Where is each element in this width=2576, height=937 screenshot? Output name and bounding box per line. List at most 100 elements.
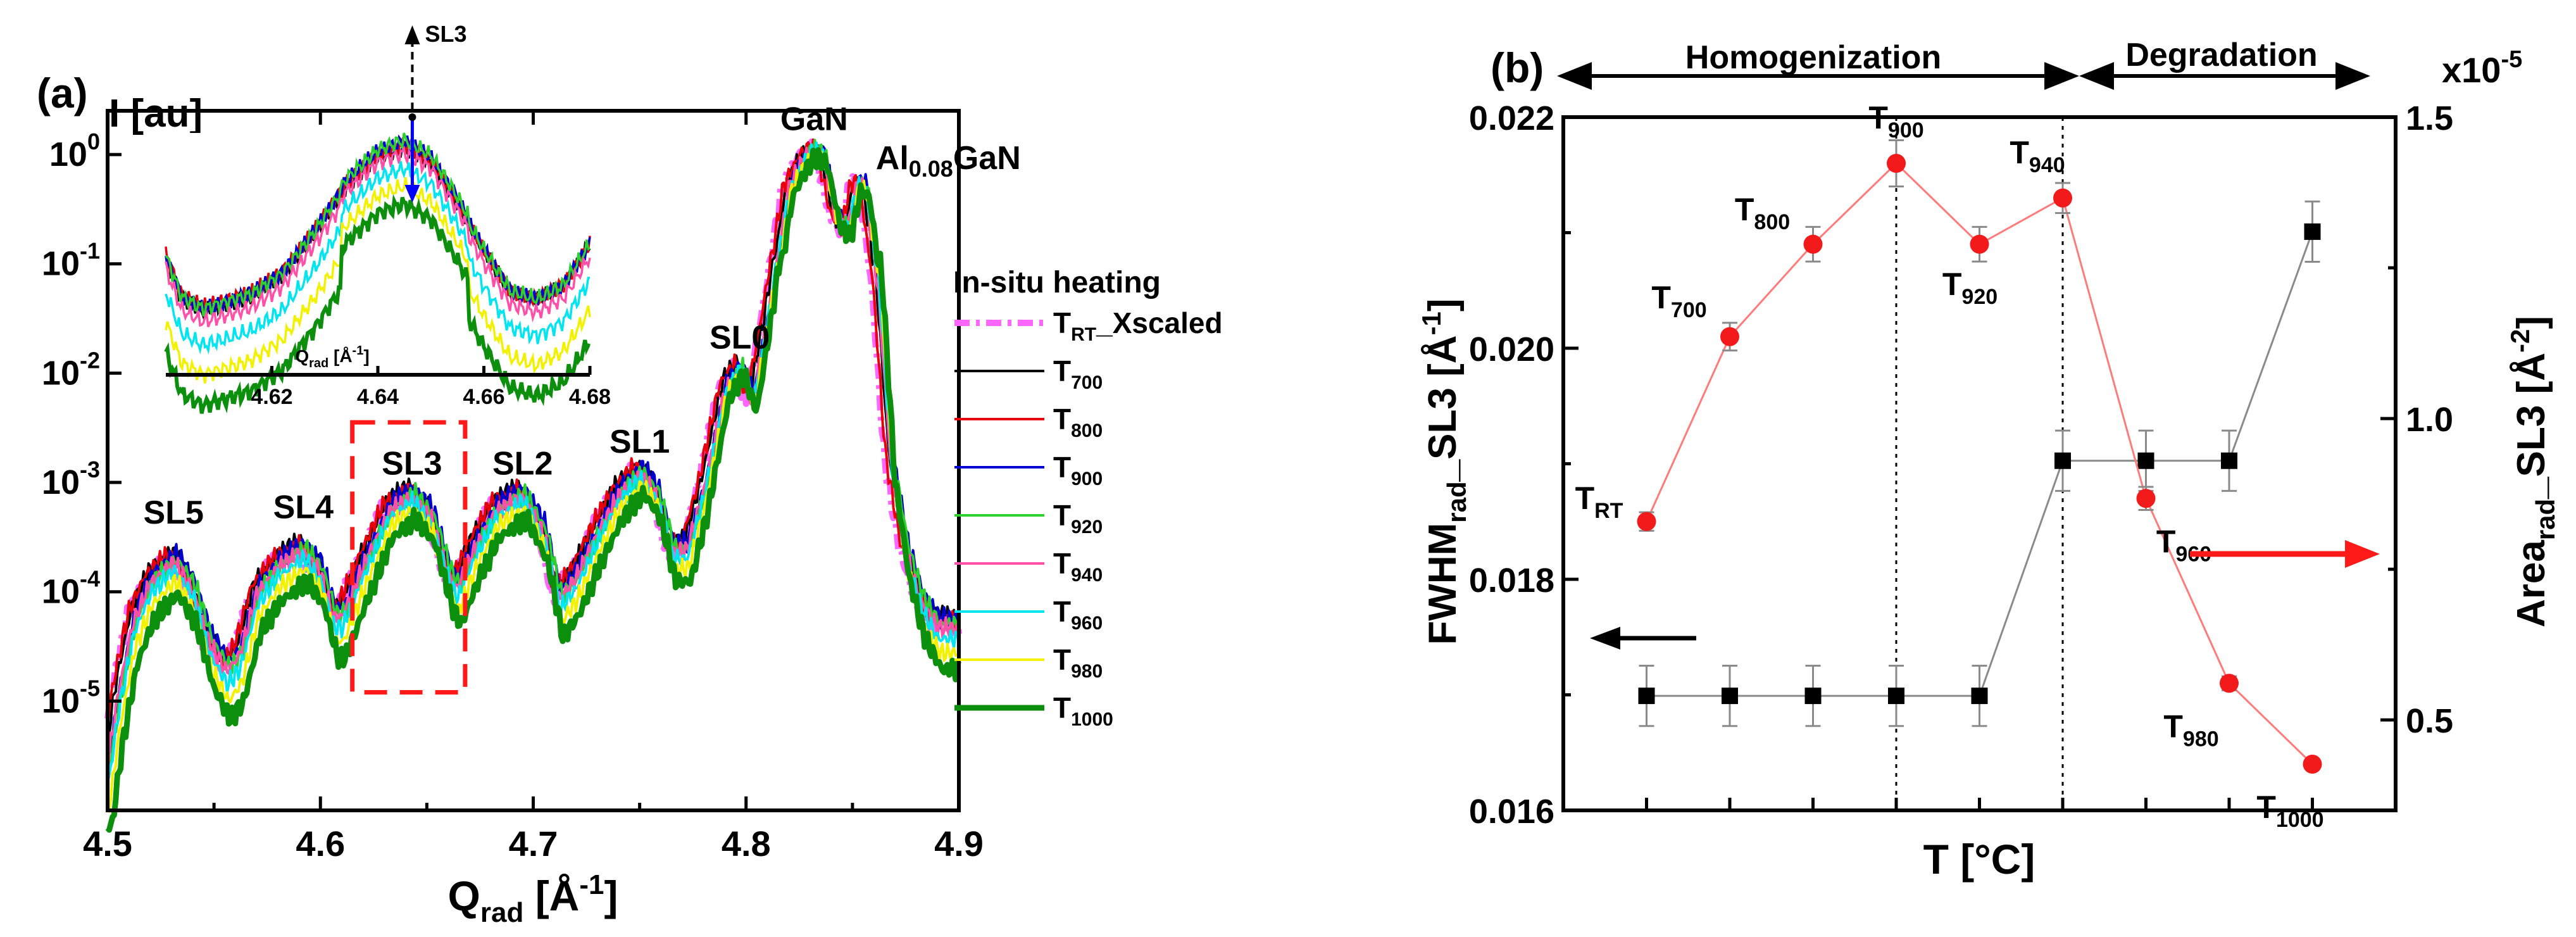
panel-b-xlabel: T [°C] — [1923, 836, 2035, 883]
inset-xlabel: Qrad [Å-1] — [295, 344, 369, 370]
area-point — [1722, 688, 1738, 705]
degradation-arrow-right-head — [2335, 62, 2370, 90]
b-right-y-tick-label: 1.5 — [2406, 99, 2453, 137]
legend-label-T700: T700 — [1053, 355, 1103, 393]
b-left-y-tick-label: 0.016 — [1469, 793, 1554, 831]
sl3-arrow-pivot — [408, 113, 416, 121]
y-tick-label: 10-4 — [42, 566, 100, 611]
b-right-y-tick-label: 1.0 — [2406, 401, 2453, 439]
fwhm-point-label: T700 — [1651, 280, 1706, 322]
inset-line-T1000 — [164, 194, 591, 414]
fwhm-point — [1637, 512, 1656, 531]
panel-a: (a) I [au] SL5 SL4 SL3 SL2 SL1 SL0 GaN Al0.08G… — [37, 21, 1223, 928]
panel-b: (b) Homogenization Degradation TRT T700 T8… — [1416, 37, 2560, 883]
y-tick-label: 100 — [49, 129, 100, 173]
fwhm-point-label: T920 — [1942, 267, 1998, 309]
peak-label-SL5: SL5 — [144, 494, 204, 531]
area-point — [1638, 688, 1655, 705]
legend-label-T960: T960 — [1053, 595, 1103, 634]
panel-b-left-ylabel: FWHMrad_SL3 [Å-1] — [1416, 298, 1472, 645]
area-point — [2221, 452, 2237, 469]
sl3-highlight-box — [350, 420, 468, 695]
panel-a-xlabel: Qrad [Å-1] — [448, 869, 618, 928]
legend-label-T940: T940 — [1053, 547, 1103, 586]
x-tick-label: 4.7 — [509, 824, 558, 864]
inset-background — [166, 133, 590, 383]
area-point — [2137, 452, 2154, 469]
left-arrow-head — [1590, 627, 1620, 650]
y-tick-label: 10-1 — [42, 238, 100, 283]
homogenization-arrow-right-head — [2044, 62, 2079, 90]
series-line-T1000 — [105, 147, 962, 833]
fwhm-point — [2136, 489, 2156, 508]
y-tick-label: 10-5 — [42, 675, 100, 720]
area-point — [2054, 452, 2071, 469]
panel-b-x-ticks — [1645, 798, 2314, 810]
legend-label-T900: T900 — [1053, 451, 1103, 489]
area-point — [2304, 223, 2321, 240]
legend-label-T1000: T1000 — [1053, 691, 1113, 730]
peak-labels: SL5 SL4 SL3 SL2 SL1 SL0 GaN — [144, 101, 848, 531]
inset-line-T940 — [165, 145, 591, 327]
right-arrow-head — [2345, 540, 2380, 568]
peak-label-SL4: SL4 — [273, 489, 334, 525]
degradation-arrow-left-head — [2079, 62, 2114, 90]
peak-label-SL3: SL3 — [382, 445, 442, 482]
panel-a-legend: In-situ heating TRT_Xscaled T700 T800 T900 T… — [953, 266, 1223, 730]
fwhm-point — [2303, 755, 2322, 774]
panel-b-right-y-ticks: 0.5 1.0 1.5 — [2380, 99, 2453, 740]
area-point — [1888, 688, 1904, 705]
fwhm-point — [1803, 234, 1823, 254]
sl3-arrow-head-up — [404, 25, 420, 44]
fwhm-point-label: T980 — [2163, 708, 2218, 751]
inset-line-T960 — [165, 161, 591, 355]
inset-plot: 4.62 4.64 4.66 4.68 Qrad [Å-1] SL3 — [164, 21, 611, 414]
legend-label-T920: T920 — [1053, 499, 1103, 538]
area-series — [1638, 200, 2321, 727]
sl3-arrow — [404, 25, 420, 203]
x-tick-label: 4.8 — [722, 824, 771, 864]
x-tick-label: 4.5 — [83, 824, 132, 864]
inset-x-tick-label: 4.68 — [569, 385, 611, 409]
b-right-y-tick-label: 0.5 — [2406, 702, 2453, 740]
fwhm-point-label: TRT — [1575, 481, 1623, 523]
inset-sl3-label: SL3 — [425, 21, 466, 47]
b-left-y-tick-label: 0.018 — [1469, 562, 1554, 600]
y-tick-label: 10-3 — [42, 456, 100, 501]
inset-x-ticks: 4.62 4.64 4.66 4.68 — [251, 366, 611, 409]
phase-degradation-label: Degradation — [2125, 37, 2317, 73]
panel-b-label: (b) — [1491, 44, 1544, 91]
x-tick-label: 4.6 — [296, 824, 345, 864]
inset-x-tick-label: 4.64 — [357, 385, 399, 409]
panel-a-series-group — [104, 138, 962, 833]
panel-a-y-ticks: 10-5 10-4 10-3 10-2 10-1 100 — [42, 129, 122, 720]
panel-b-right-ylabel: Arearad_SL3 [Å-2] — [2505, 316, 2560, 627]
panel-b-left-y-ticks: 0.016 0.018 0.020 0.022 — [1469, 99, 1579, 831]
phase-arrows: Homogenization Degradation — [1557, 37, 2370, 90]
legend-title: In-situ heating — [953, 266, 1161, 299]
series-line-T960 — [106, 141, 960, 784]
b-left-y-tick-label: 0.020 — [1469, 330, 1554, 368]
fwhm-series: TRTT700T800T900T920T940T960T980T1000 — [1575, 100, 2324, 832]
panel-a-ylabel: I [au] — [109, 92, 203, 135]
fwhm-point — [1970, 234, 1989, 254]
legend-label-T_RT_Xscaled: TRT_Xscaled — [1053, 306, 1223, 345]
fwhm-point — [2053, 188, 2072, 208]
fwhm-point-label: T940 — [2010, 135, 2065, 177]
algan-peak-label: Al0.08GaN — [876, 140, 1021, 182]
peak-label-SL2: SL2 — [492, 445, 553, 482]
right-axis-indicator-arrow — [2190, 540, 2380, 568]
inset-series-group — [164, 132, 591, 414]
peak-label-SL1: SL1 — [610, 424, 670, 460]
peak-label-GaN: GaN — [780, 101, 848, 137]
panel-a-x-ticks: 4.5 4.6 4.7 4.8 4.9 — [83, 111, 984, 864]
legend-label-T980: T980 — [1053, 643, 1103, 682]
panel-a-label: (a) — [37, 70, 88, 116]
phase-homogenization-label: Homogenization — [1685, 39, 1941, 76]
fwhm-point-label: T900 — [1868, 100, 1923, 142]
area-point — [1971, 688, 1988, 705]
right-axis-multiplier: x10-5 — [2442, 46, 2522, 90]
fwhm-point — [1887, 154, 1906, 173]
inset-x-tick-label: 4.66 — [463, 385, 504, 409]
